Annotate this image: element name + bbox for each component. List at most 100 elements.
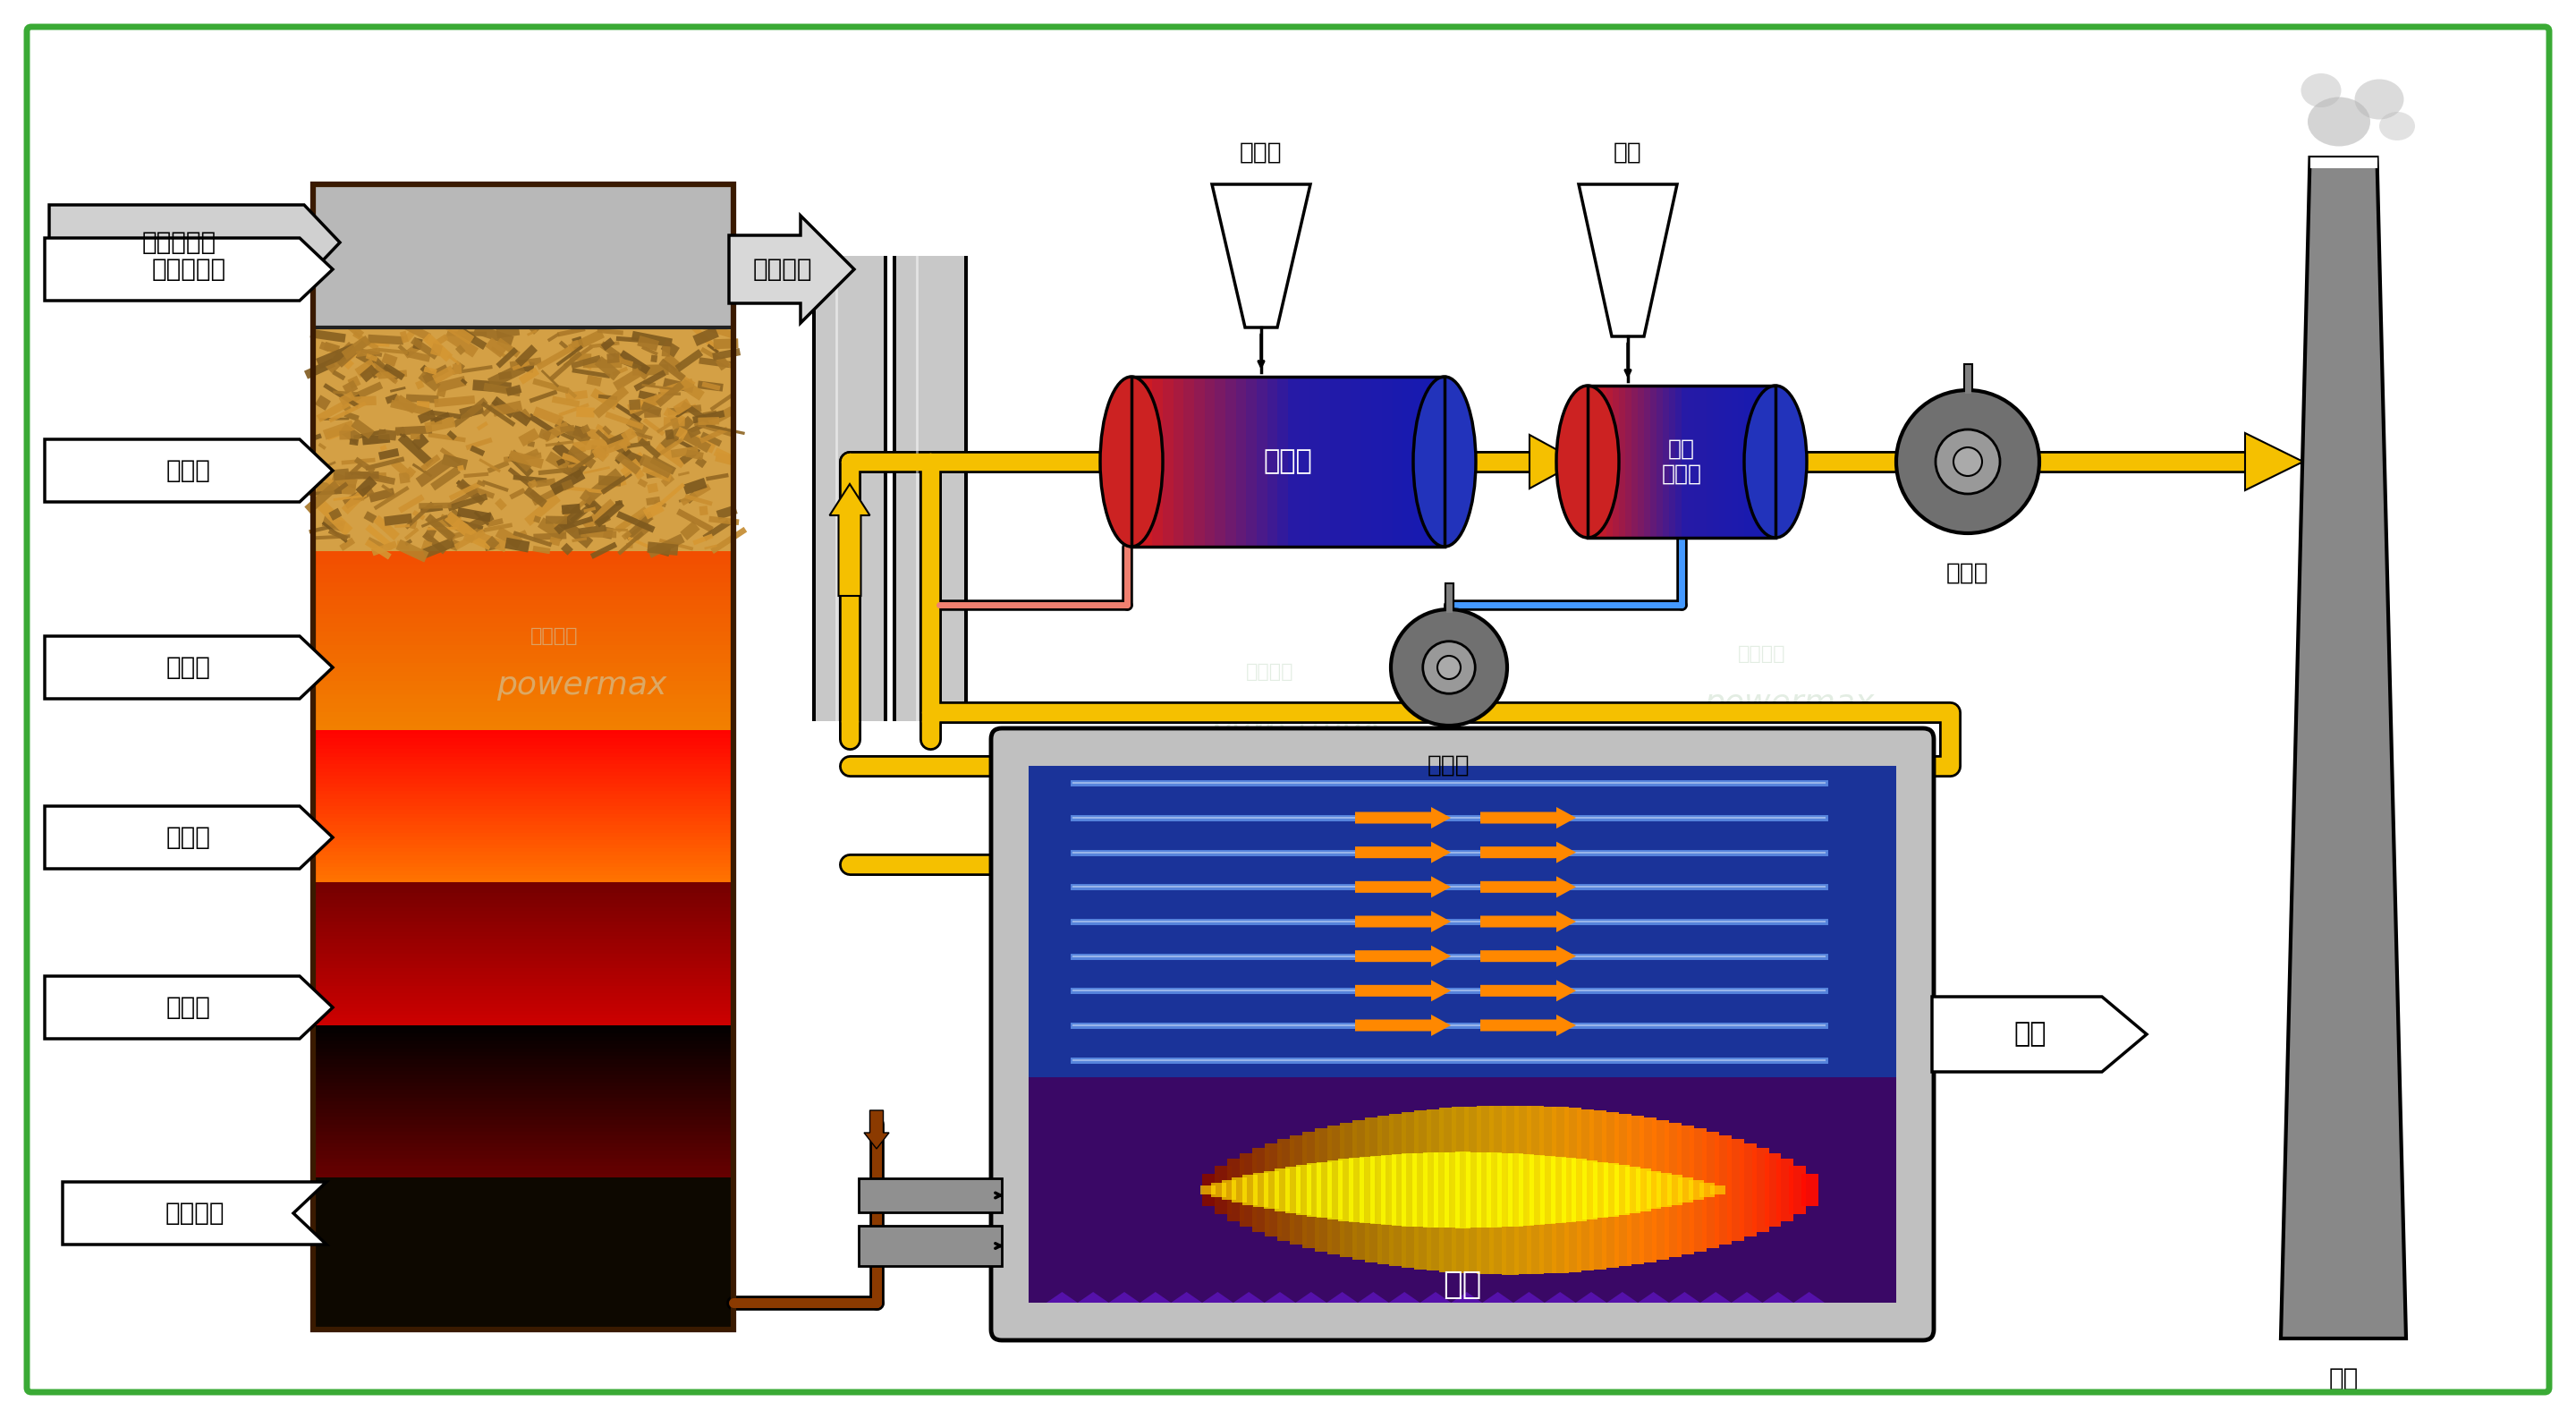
FancyBboxPatch shape	[515, 360, 536, 373]
FancyBboxPatch shape	[551, 396, 580, 407]
FancyBboxPatch shape	[652, 482, 685, 511]
FancyBboxPatch shape	[592, 386, 629, 419]
FancyBboxPatch shape	[665, 429, 675, 440]
FancyBboxPatch shape	[688, 322, 721, 353]
Bar	[894, 255, 969, 721]
FancyBboxPatch shape	[554, 419, 590, 446]
FancyBboxPatch shape	[520, 448, 538, 461]
FancyBboxPatch shape	[484, 522, 513, 532]
FancyBboxPatch shape	[422, 538, 456, 558]
Bar	[1236, 376, 1247, 546]
FancyBboxPatch shape	[407, 350, 430, 362]
FancyBboxPatch shape	[469, 446, 484, 457]
Bar	[314, 1056, 734, 1060]
Text: 节能器: 节能器	[1262, 448, 1314, 474]
FancyBboxPatch shape	[677, 508, 714, 532]
FancyBboxPatch shape	[348, 349, 363, 360]
FancyBboxPatch shape	[647, 471, 662, 478]
FancyBboxPatch shape	[533, 546, 551, 553]
FancyBboxPatch shape	[595, 430, 611, 444]
FancyBboxPatch shape	[453, 363, 461, 375]
Bar	[314, 1147, 734, 1151]
FancyBboxPatch shape	[484, 338, 507, 358]
Bar	[1216, 1165, 1231, 1215]
FancyBboxPatch shape	[466, 397, 487, 417]
Polygon shape	[44, 976, 332, 1039]
FancyBboxPatch shape	[701, 382, 721, 390]
FancyBboxPatch shape	[343, 380, 358, 394]
Bar	[314, 1135, 734, 1139]
FancyBboxPatch shape	[693, 534, 714, 545]
FancyBboxPatch shape	[453, 412, 471, 427]
FancyBboxPatch shape	[647, 534, 685, 558]
FancyBboxPatch shape	[477, 480, 487, 487]
Bar	[314, 776, 734, 779]
Polygon shape	[44, 806, 332, 868]
Bar	[1690, 1181, 1703, 1200]
Bar	[1301, 1132, 1319, 1249]
FancyBboxPatch shape	[350, 463, 363, 475]
FancyBboxPatch shape	[572, 368, 611, 379]
FancyBboxPatch shape	[659, 379, 693, 396]
Bar	[1412, 1152, 1427, 1227]
FancyBboxPatch shape	[420, 505, 443, 514]
FancyBboxPatch shape	[533, 515, 541, 524]
FancyBboxPatch shape	[626, 393, 665, 414]
FancyBboxPatch shape	[592, 437, 631, 458]
FancyBboxPatch shape	[580, 360, 592, 370]
FancyBboxPatch shape	[605, 412, 644, 430]
FancyBboxPatch shape	[446, 430, 456, 440]
Bar	[1486, 1152, 1502, 1227]
FancyBboxPatch shape	[482, 480, 507, 492]
Bar	[314, 1105, 734, 1110]
FancyBboxPatch shape	[435, 389, 446, 397]
Bar	[314, 1026, 734, 1029]
Bar	[1440, 1108, 1455, 1271]
FancyBboxPatch shape	[685, 450, 703, 460]
FancyBboxPatch shape	[685, 491, 698, 504]
Text: 生物质炭: 生物质炭	[165, 1200, 224, 1226]
Circle shape	[1422, 641, 1476, 694]
FancyBboxPatch shape	[317, 397, 355, 423]
Text: 引风机: 引风机	[1947, 562, 1989, 585]
FancyBboxPatch shape	[505, 538, 531, 552]
Text: 生物质气: 生物质气	[752, 257, 811, 282]
Bar	[314, 1063, 734, 1067]
FancyBboxPatch shape	[322, 521, 348, 543]
FancyBboxPatch shape	[420, 454, 440, 471]
FancyBboxPatch shape	[562, 504, 580, 515]
Bar	[1739, 386, 1747, 538]
FancyBboxPatch shape	[680, 404, 698, 416]
Circle shape	[1437, 656, 1461, 680]
Bar	[1801, 1174, 1819, 1206]
FancyBboxPatch shape	[595, 424, 611, 436]
Bar	[1278, 376, 1291, 546]
FancyBboxPatch shape	[497, 325, 520, 338]
Text: 生物质原料: 生物质原料	[152, 257, 227, 282]
Bar	[314, 833, 734, 837]
FancyBboxPatch shape	[580, 490, 595, 505]
Bar	[314, 844, 734, 849]
FancyBboxPatch shape	[526, 494, 562, 526]
FancyBboxPatch shape	[569, 446, 585, 455]
FancyBboxPatch shape	[446, 321, 474, 345]
Bar	[1615, 1114, 1631, 1266]
Ellipse shape	[1100, 376, 1162, 546]
Text: 空气
预热器: 空气 预热器	[1662, 438, 1703, 485]
Bar	[314, 878, 734, 883]
Bar	[1765, 1154, 1780, 1226]
FancyBboxPatch shape	[572, 336, 585, 349]
Bar	[314, 911, 734, 914]
FancyBboxPatch shape	[662, 346, 670, 356]
Ellipse shape	[2308, 96, 2370, 146]
Text: 干燥层: 干燥层	[167, 458, 211, 482]
FancyBboxPatch shape	[350, 382, 384, 402]
FancyBboxPatch shape	[520, 409, 531, 420]
FancyBboxPatch shape	[366, 525, 394, 551]
FancyBboxPatch shape	[582, 427, 600, 441]
Bar	[1401, 1154, 1417, 1226]
Bar	[314, 790, 734, 795]
Bar	[314, 1094, 734, 1097]
FancyBboxPatch shape	[654, 543, 670, 556]
FancyBboxPatch shape	[528, 413, 562, 438]
